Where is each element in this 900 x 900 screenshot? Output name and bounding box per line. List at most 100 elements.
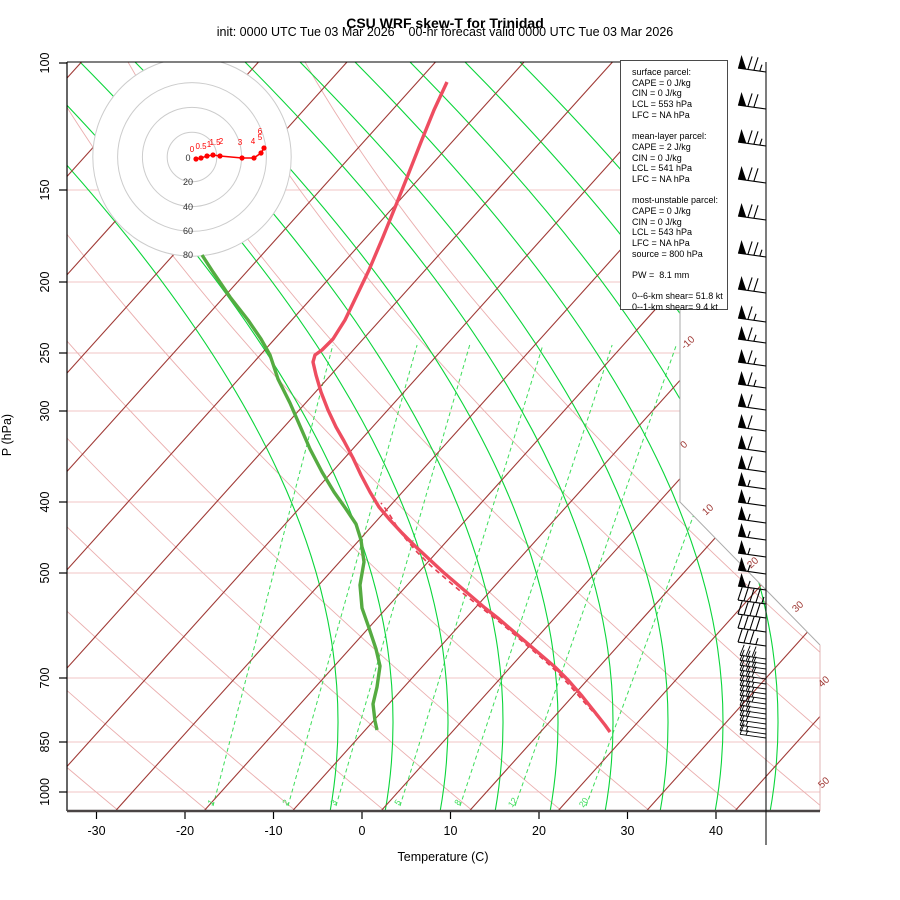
dry-adiabat-line	[67, 62, 387, 812]
wind-barb	[739, 679, 767, 695]
hodograph-height-label: 1.5	[209, 138, 221, 147]
isotherm-line	[291, 62, 820, 812]
barb-flag	[738, 349, 747, 364]
barb-staff	[737, 641, 767, 647]
isotherm-line	[67, 62, 525, 812]
hodograph-trace-point	[217, 153, 223, 159]
hodograph-height-label: 5	[258, 133, 263, 142]
legend-line: source = 800 hPa	[632, 248, 703, 259]
barb-staff	[739, 674, 767, 680]
barb-full	[745, 695, 751, 707]
wind-barb	[739, 689, 767, 705]
mixing-ratio-label: 3	[328, 797, 339, 807]
barb-full	[751, 656, 757, 668]
pressure-tick-label: 700	[38, 668, 52, 689]
legend-line	[632, 281, 727, 292]
hodograph-height-label: 0	[190, 145, 195, 154]
barb-staff	[739, 704, 767, 710]
wind-barb	[739, 719, 767, 735]
wind-barb	[737, 55, 767, 73]
dry-adiabat-line	[67, 62, 298, 812]
barb-staff	[739, 719, 767, 725]
barb-flag	[738, 305, 747, 320]
legend-line: LCL = 553 hPa	[632, 99, 692, 110]
barb-half	[751, 676, 755, 683]
barb-half	[747, 580, 751, 588]
barb-half	[745, 720, 749, 727]
barb-flag	[738, 557, 747, 572]
barb-full	[745, 655, 751, 667]
hodograph-trace-point	[239, 155, 245, 161]
wind-barb	[739, 714, 767, 730]
legend-line: most-unstable parcel:	[632, 195, 719, 206]
mixing-ratio-label: 1	[205, 797, 216, 807]
barb-full	[747, 277, 753, 291]
legend-line: CAPE = 0 J/kg	[632, 77, 691, 88]
barb-full	[745, 650, 751, 662]
barb-full	[749, 602, 755, 616]
barb-flag	[738, 540, 747, 555]
barb-full	[745, 675, 751, 687]
wind-barb	[739, 644, 767, 660]
moist-adiabat-line	[189, 62, 559, 812]
wind-barb	[739, 709, 767, 725]
isotherm-label: 20	[745, 555, 761, 571]
barb-full	[739, 669, 745, 681]
mixing-ratio-line	[459, 344, 613, 807]
temperature-tick-label: -20	[176, 824, 194, 838]
barb-half	[747, 530, 751, 538]
wind-barb	[737, 349, 767, 367]
wind-barb	[739, 704, 767, 720]
barb-full	[747, 167, 753, 181]
legend-line: LCL = 543 hPa	[632, 227, 692, 238]
dewpoint-profile-line	[200, 254, 382, 731]
isotherm-line	[67, 62, 436, 812]
isotherm-label: 10	[700, 502, 716, 518]
barb-full	[739, 674, 745, 686]
wind-barb	[739, 723, 767, 739]
legend-line: 0--6-km shear= 51.8 kt	[632, 291, 723, 302]
barb-half	[753, 379, 757, 387]
barb-staff	[739, 694, 767, 700]
temperature-tick-label: 30	[621, 824, 635, 838]
temperature-tick-label: -10	[264, 824, 282, 838]
legend-line: LFC = NA hPa	[632, 173, 690, 184]
wind-barb	[739, 664, 767, 680]
barb-full	[753, 94, 759, 108]
legend-line: CIN = 0 J/kg	[632, 152, 682, 163]
isotherm-line	[823, 62, 900, 812]
barb-full	[739, 689, 745, 701]
wind-barb	[739, 649, 767, 665]
isotherm-label: 50	[816, 775, 832, 791]
barb-full	[747, 204, 753, 218]
barb-staff	[739, 659, 767, 665]
barb-full	[739, 699, 745, 711]
barb-staff	[739, 669, 767, 675]
isotherm-label: -10	[679, 334, 697, 352]
wind-barb	[737, 129, 767, 147]
isotherm-line	[67, 62, 613, 812]
barb-flag	[738, 92, 747, 107]
pressure-tick-label: 250	[38, 343, 52, 364]
barb-full	[739, 644, 745, 656]
moist-adiabat-line	[244, 62, 614, 812]
wind-barb	[737, 414, 767, 432]
hodograph-ring-label: 20	[183, 177, 193, 187]
barb-flag	[738, 276, 747, 291]
pressure-tick-label: 850	[38, 732, 52, 753]
mixing-ratio-line	[514, 344, 677, 807]
wind-barb	[737, 203, 767, 221]
mixing-ratio-line	[399, 344, 544, 807]
hodograph-height-label: 2	[219, 137, 224, 146]
legend-line	[632, 259, 727, 270]
mixing-ratio-label: 20	[577, 795, 591, 809]
legend-line: CIN = 0 J/kg	[632, 88, 682, 99]
legend-line: mean-layer parcel:	[632, 131, 707, 142]
wind-barb	[737, 628, 767, 647]
barb-full	[745, 705, 751, 717]
barb-half	[751, 696, 755, 703]
barb-half	[747, 547, 751, 555]
pressure-tick-label: 1000	[38, 778, 52, 806]
